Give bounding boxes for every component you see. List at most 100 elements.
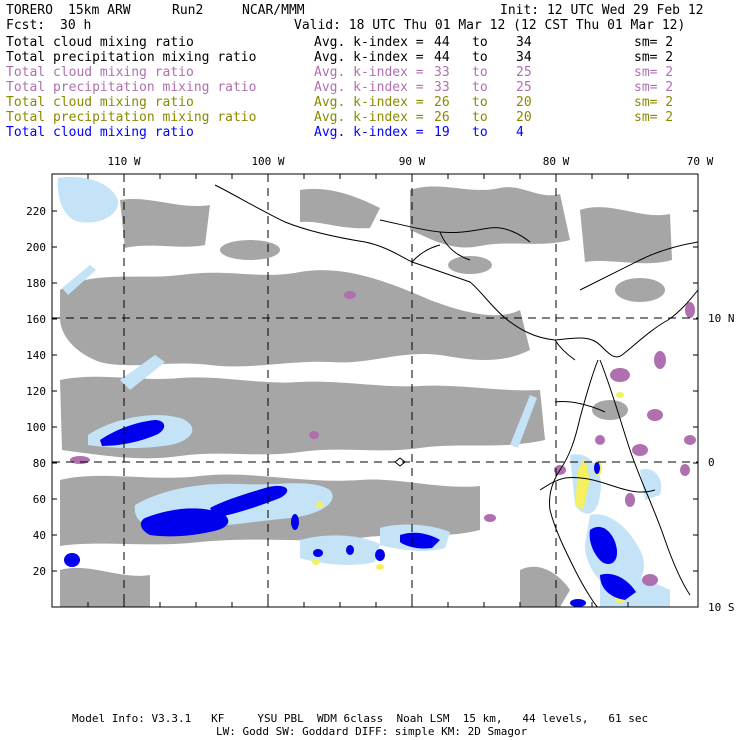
resolution: 15km ARW	[68, 3, 131, 18]
legend-row: Total precipitation mixing ratio Avg. k-i…	[6, 50, 736, 65]
legend-end: 34	[516, 35, 532, 50]
legend-kindex: Avg. k-index =	[314, 65, 424, 80]
header-line-1: TORERO 15km ARW Run2 NCAR/MMM Init: 12 U…	[6, 3, 736, 18]
latitude-label: 10 S	[708, 601, 735, 614]
grid-x-label: 260	[510, 614, 530, 615]
legend-from: 44	[434, 35, 450, 50]
grid-y-label: 160	[26, 313, 46, 326]
blue-cloud-field	[64, 420, 636, 607]
legend-end: 20	[516, 110, 532, 125]
legend-to: to	[472, 65, 488, 80]
init-time: Init: 12 UTC Wed 29 Feb 12	[500, 3, 704, 18]
grid-x-label: 100	[222, 614, 242, 615]
header-line-2: Fcst: 30 h Valid: 18 UTC Thu 01 Mar 12 (…	[6, 18, 736, 33]
coastlines	[214, 184, 698, 607]
legend-field: Total precipitation mixing ratio	[6, 110, 257, 125]
grid-x-label: 180	[366, 614, 386, 615]
legend-sm: sm= 2	[634, 65, 674, 80]
fcst-value: 30 h	[60, 18, 92, 33]
grid-y-label: 180	[26, 277, 46, 290]
legend-field: Total cloud mixing ratio	[6, 95, 194, 110]
grid-x-label: 60	[153, 614, 166, 615]
grid-x-label: 240	[474, 614, 494, 615]
grid-y-label: 120	[26, 385, 46, 398]
grid-y-label: 20	[33, 565, 46, 578]
grid-x-label: 120	[258, 614, 278, 615]
legend-kindex: Avg. k-index =	[314, 110, 424, 125]
legend-row: Total cloud mixing ratio Avg. k-index = 33…	[6, 65, 736, 80]
legend-kindex: Avg. k-index =	[314, 50, 424, 65]
legend-to: to	[472, 110, 488, 125]
legend-sm: sm= 2	[634, 80, 674, 95]
legend-kindex: Avg. k-index =	[314, 125, 424, 140]
legend-from: 44	[434, 50, 450, 65]
axis-labels: 2040608010012014016018020022024026028030…	[26, 155, 734, 615]
legend-field: Total precipitation mixing ratio	[6, 80, 257, 95]
legend-row: Total precipitation mixing ratio Avg. k-i…	[6, 110, 736, 125]
legend-kindex: Avg. k-index =	[314, 35, 424, 50]
run-label: Run2	[172, 3, 204, 18]
legend-end: 4	[516, 125, 524, 140]
longitude-label: 80 W	[543, 155, 570, 168]
graticule	[52, 174, 698, 607]
legend-end: 25	[516, 65, 532, 80]
grid-x-label: 320	[618, 614, 638, 615]
legend-field: Total cloud mixing ratio	[6, 65, 194, 80]
legend-field: Total cloud mixing ratio	[6, 35, 194, 50]
legend-sm: sm= 2	[634, 95, 674, 110]
legend-field: Total cloud mixing ratio	[6, 125, 194, 140]
grid-y-label: 200	[26, 241, 46, 254]
legend-from: 33	[434, 65, 450, 80]
legend-to: to	[472, 95, 488, 110]
legend-end: 34	[516, 50, 532, 65]
legend-to: to	[472, 125, 488, 140]
grid-x-label: 220	[438, 614, 458, 615]
grid-y-label: 220	[26, 205, 46, 218]
org-label: NCAR/MMM	[242, 3, 305, 18]
fcst-label: Fcst:	[6, 18, 46, 33]
legend-from: 19	[434, 125, 450, 140]
legend-end: 25	[516, 80, 532, 95]
model-info-line: Model Info: V3.3.1 KF YSU PBL WDM 6class…	[72, 712, 649, 725]
grid-y-label: 40	[33, 529, 46, 542]
longitude-label: 100 W	[251, 155, 284, 168]
grid-ticks	[52, 174, 698, 607]
grid-y-label: 140	[26, 349, 46, 362]
legend-sm: sm= 2	[634, 50, 674, 65]
grid-x-label: 280	[546, 614, 566, 615]
grid-y-label: 60	[33, 493, 46, 506]
legend-to: to	[472, 35, 488, 50]
legend-from: 26	[434, 95, 450, 110]
longitude-label: 90 W	[399, 155, 426, 168]
legend-sm: sm= 2	[634, 110, 674, 125]
grid-x-label: 20	[81, 614, 94, 615]
legend-sm: sm= 2	[634, 35, 674, 50]
legend-from: 33	[434, 80, 450, 95]
valid-time: Valid: 18 UTC Thu 01 Mar 12 (12 CST Thu …	[294, 18, 686, 33]
legend-row: Total cloud mixing ratio Avg. k-index = 44…	[6, 35, 736, 50]
grid-x-label: 200	[402, 614, 422, 615]
legend-row: Total precipitation mixing ratio Avg. k-i…	[6, 80, 736, 95]
legend-field: Total precipitation mixing ratio	[6, 50, 257, 65]
grid-y-label: 100	[26, 421, 46, 434]
grid-x-label: 160	[330, 614, 350, 615]
model-name: TORERO	[6, 3, 53, 18]
purple-cloud-field	[70, 291, 696, 586]
grid-x-label: 140	[294, 614, 314, 615]
physics-info-line: LW: Godd SW: Goddard DIFF: simple KM: 2D…	[216, 725, 528, 738]
latitude-label: 0	[708, 456, 715, 469]
grid-x-label: 80	[189, 614, 202, 615]
legend-end: 20	[516, 95, 532, 110]
longitude-label: 70 W	[687, 155, 714, 168]
legend-from: 26	[434, 110, 450, 125]
grid-x-label: 300	[582, 614, 602, 615]
grid-x-label: 40	[117, 614, 130, 615]
legend-to: to	[472, 50, 488, 65]
latitude-label: 10 N	[708, 312, 735, 325]
legend-to: to	[472, 80, 488, 95]
weather-map: 2040608010012014016018020022024026028030…	[26, 155, 734, 615]
grid-y-label: 80	[33, 457, 46, 470]
legend-row: Total cloud mixing ratio Avg. k-index = 19…	[6, 125, 736, 140]
legend-kindex: Avg. k-index =	[314, 80, 424, 95]
legend-row: Total cloud mixing ratio Avg. k-index = 26…	[6, 95, 736, 110]
